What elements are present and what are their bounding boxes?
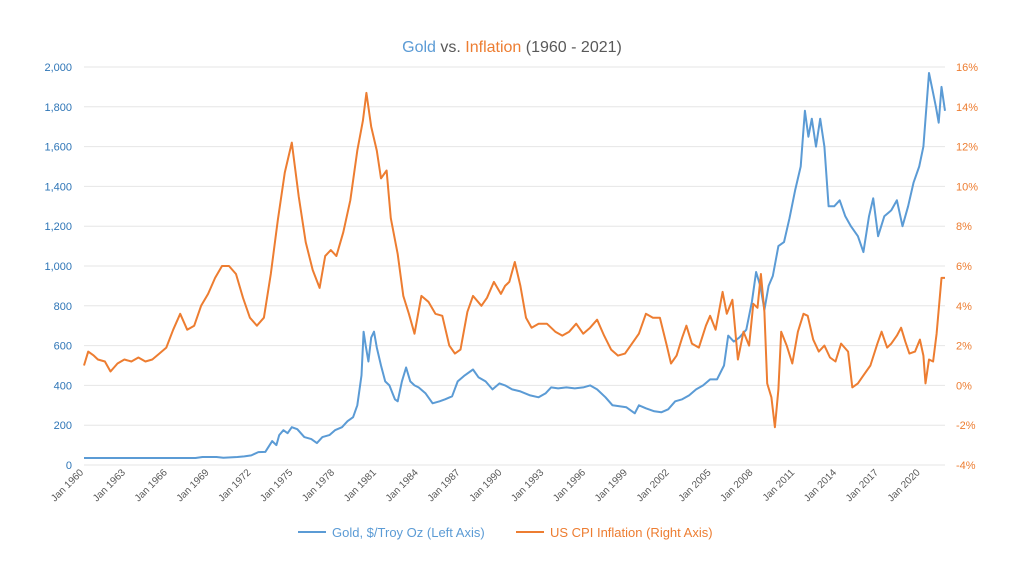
left-axis-ticks: 0 200 400 600 800 1,000 1,200 1,400 1,600 1,800 2,… [44,62,72,472]
x-axis-tick-label: Jan 2014 [802,467,839,504]
left-axis-tick-label: 1,400 [44,181,72,193]
title-gold: Gold [402,39,436,56]
legend: Gold, $/Troy Oz (Left Axis) US CPI Infla… [298,525,713,540]
x-axis-tick-label: Jan 2017 [844,467,881,504]
x-axis-tick-label: Jan 1969 [175,467,212,504]
series-lines [83,72,946,459]
x-axis-tick-label: Jan 2008 [719,467,756,504]
right-axis-tick-label: 0% [956,380,972,392]
left-axis-tick-label: 1,200 [44,221,72,233]
x-axis-tick-label: Jan 1966 [133,467,170,504]
x-axis-tick-label: Jan 1990 [468,467,505,504]
x-axis-tick-label: Jan 1975 [258,467,295,504]
right-axis-tick-label: 10% [956,181,978,193]
x-axis-tick-label: Jan 1993 [509,467,546,504]
right-axis-tick-label: 4% [956,301,972,313]
left-axis-tick-label: 200 [54,420,72,432]
right-axis-tick-label: 12% [956,142,978,154]
legend-label-cpi: US CPI Inflation (Right Axis) [550,525,713,540]
gold-series-line [84,72,946,459]
title-vs: vs. [436,39,465,56]
right-axis-tick-label: -2% [956,420,976,432]
right-axis-tick-label: 2% [956,341,972,353]
right-axis-tick-label: 8% [956,221,972,233]
x-axis-ticks: Jan 1960 Jan 1963 Jan 1966 Jan 1969 Jan 1972… [49,467,923,504]
x-axis-tick-label: Jan 2002 [635,467,672,504]
x-axis-tick-label: Jan 2011 [761,467,798,504]
right-axis-ticks: -4% -2% 0% 2% 4% 6% 8% 10% 12% 14% 16% [956,62,978,472]
left-axis-tick-label: 600 [54,341,72,353]
left-axis-tick-label: 1,800 [44,102,72,114]
left-axis-tick-label: 2,000 [44,62,72,74]
right-axis-tick-label: 6% [956,261,972,273]
x-axis-tick-label: Jan 1963 [91,467,128,504]
x-axis-tick-label: Jan 2005 [677,467,714,504]
x-axis-tick-label: Jan 1987 [426,467,463,504]
left-axis-tick-label: 400 [54,380,72,392]
right-axis-tick-label: 14% [956,102,978,114]
left-axis-tick-label: 1,600 [44,142,72,154]
x-axis-tick-label: Jan 1981 [342,467,379,504]
cpi-series-line [83,91,945,429]
right-axis-tick-label: 16% [956,62,978,74]
title-range: (1960 - 2021) [521,39,622,56]
right-axis-tick-label: -4% [956,460,976,472]
x-axis-tick-label: Jan 1984 [384,467,421,504]
legend-label-gold: Gold, $/Troy Oz (Left Axis) [332,525,485,540]
chart-title: Gold vs. Inflation (1960 - 2021) [402,39,622,56]
x-axis-tick-label: Jan 1996 [551,467,588,504]
x-axis-tick-label: Jan 1972 [217,467,254,504]
x-axis-tick-label: Jan 2020 [886,467,923,504]
left-axis-tick-label: 800 [54,301,72,313]
x-axis-tick-label: Jan 1999 [593,467,630,504]
x-axis-tick-label: Jan 1978 [300,467,337,504]
x-axis-tick-label: Jan 1960 [49,467,86,504]
left-axis-tick-label: 0 [66,460,72,472]
title-inflation: Inflation [465,39,521,56]
left-axis-tick-label: 1,000 [44,261,72,273]
